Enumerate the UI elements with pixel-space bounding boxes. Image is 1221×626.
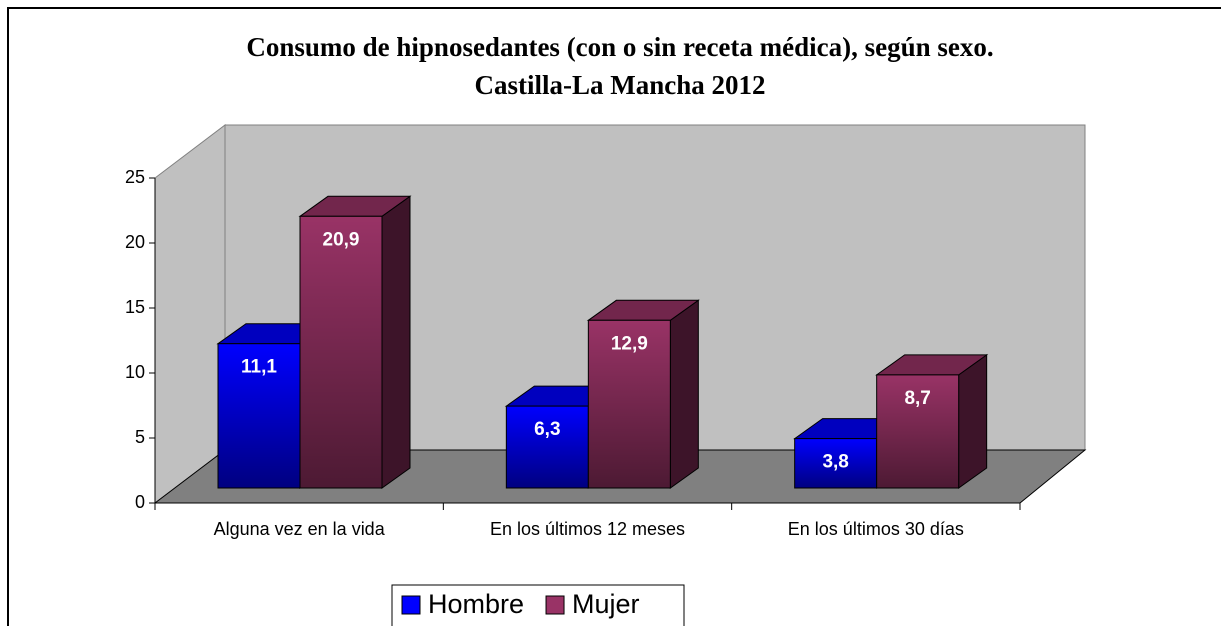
bar-top-shade xyxy=(588,300,699,321)
bar-top-shade xyxy=(876,354,987,375)
bar-shade xyxy=(506,406,589,488)
x-tick-label: En los últimos 30 días xyxy=(788,519,964,539)
legend-swatch xyxy=(545,595,565,615)
y-tick-label: 5 xyxy=(135,427,145,447)
x-tick-label: En los últimos 12 meses xyxy=(490,519,685,539)
data-label: 12,9 xyxy=(611,333,648,354)
legend-label: Mujer xyxy=(572,589,640,619)
chart-title: Consumo de hipnosedantes (con o sin rece… xyxy=(246,32,993,62)
data-label: 8,7 xyxy=(904,388,930,409)
y-tick-label: 25 xyxy=(125,167,145,187)
bar-shade xyxy=(218,343,300,488)
data-label: 6,3 xyxy=(534,419,560,440)
x-tick-label: Alguna vez en la vida xyxy=(214,519,386,539)
legend-label: Hombre xyxy=(428,589,524,619)
y-tick-label: 0 xyxy=(135,492,145,512)
bar-side-shade xyxy=(382,196,410,489)
data-label: 3,8 xyxy=(822,452,848,473)
bar-shade xyxy=(300,216,382,489)
y-tick-label: 10 xyxy=(125,362,145,382)
frame xyxy=(7,7,1221,626)
bar-shade xyxy=(794,438,877,488)
bar-shade xyxy=(876,374,959,488)
bar-shade xyxy=(588,320,671,488)
bar-top-shade xyxy=(300,196,410,217)
legend-swatch xyxy=(401,595,421,615)
bar-side-shade xyxy=(958,354,987,488)
side-wall xyxy=(154,123,226,505)
y-tick-label: 15 xyxy=(125,297,145,317)
bar-side-shade xyxy=(670,300,699,488)
data-label: 20,9 xyxy=(323,229,360,250)
legend xyxy=(391,584,685,626)
y-tick-label: 20 xyxy=(125,232,145,252)
chart-title: Castilla-La Mancha 2012 xyxy=(474,70,765,100)
data-label: 11,1 xyxy=(241,357,277,378)
